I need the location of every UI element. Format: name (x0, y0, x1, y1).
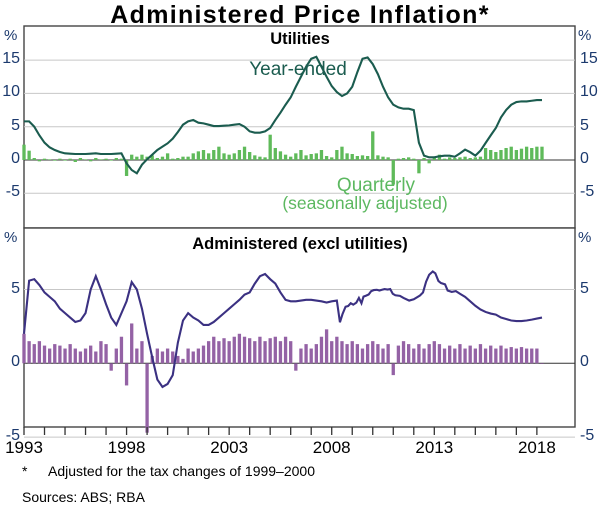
svg-text:1998: 1998 (108, 438, 146, 457)
svg-text:2018: 2018 (518, 438, 556, 457)
svg-text:2013: 2013 (415, 438, 453, 457)
svg-text:2008: 2008 (313, 438, 351, 457)
svg-text:2003: 2003 (210, 438, 248, 457)
